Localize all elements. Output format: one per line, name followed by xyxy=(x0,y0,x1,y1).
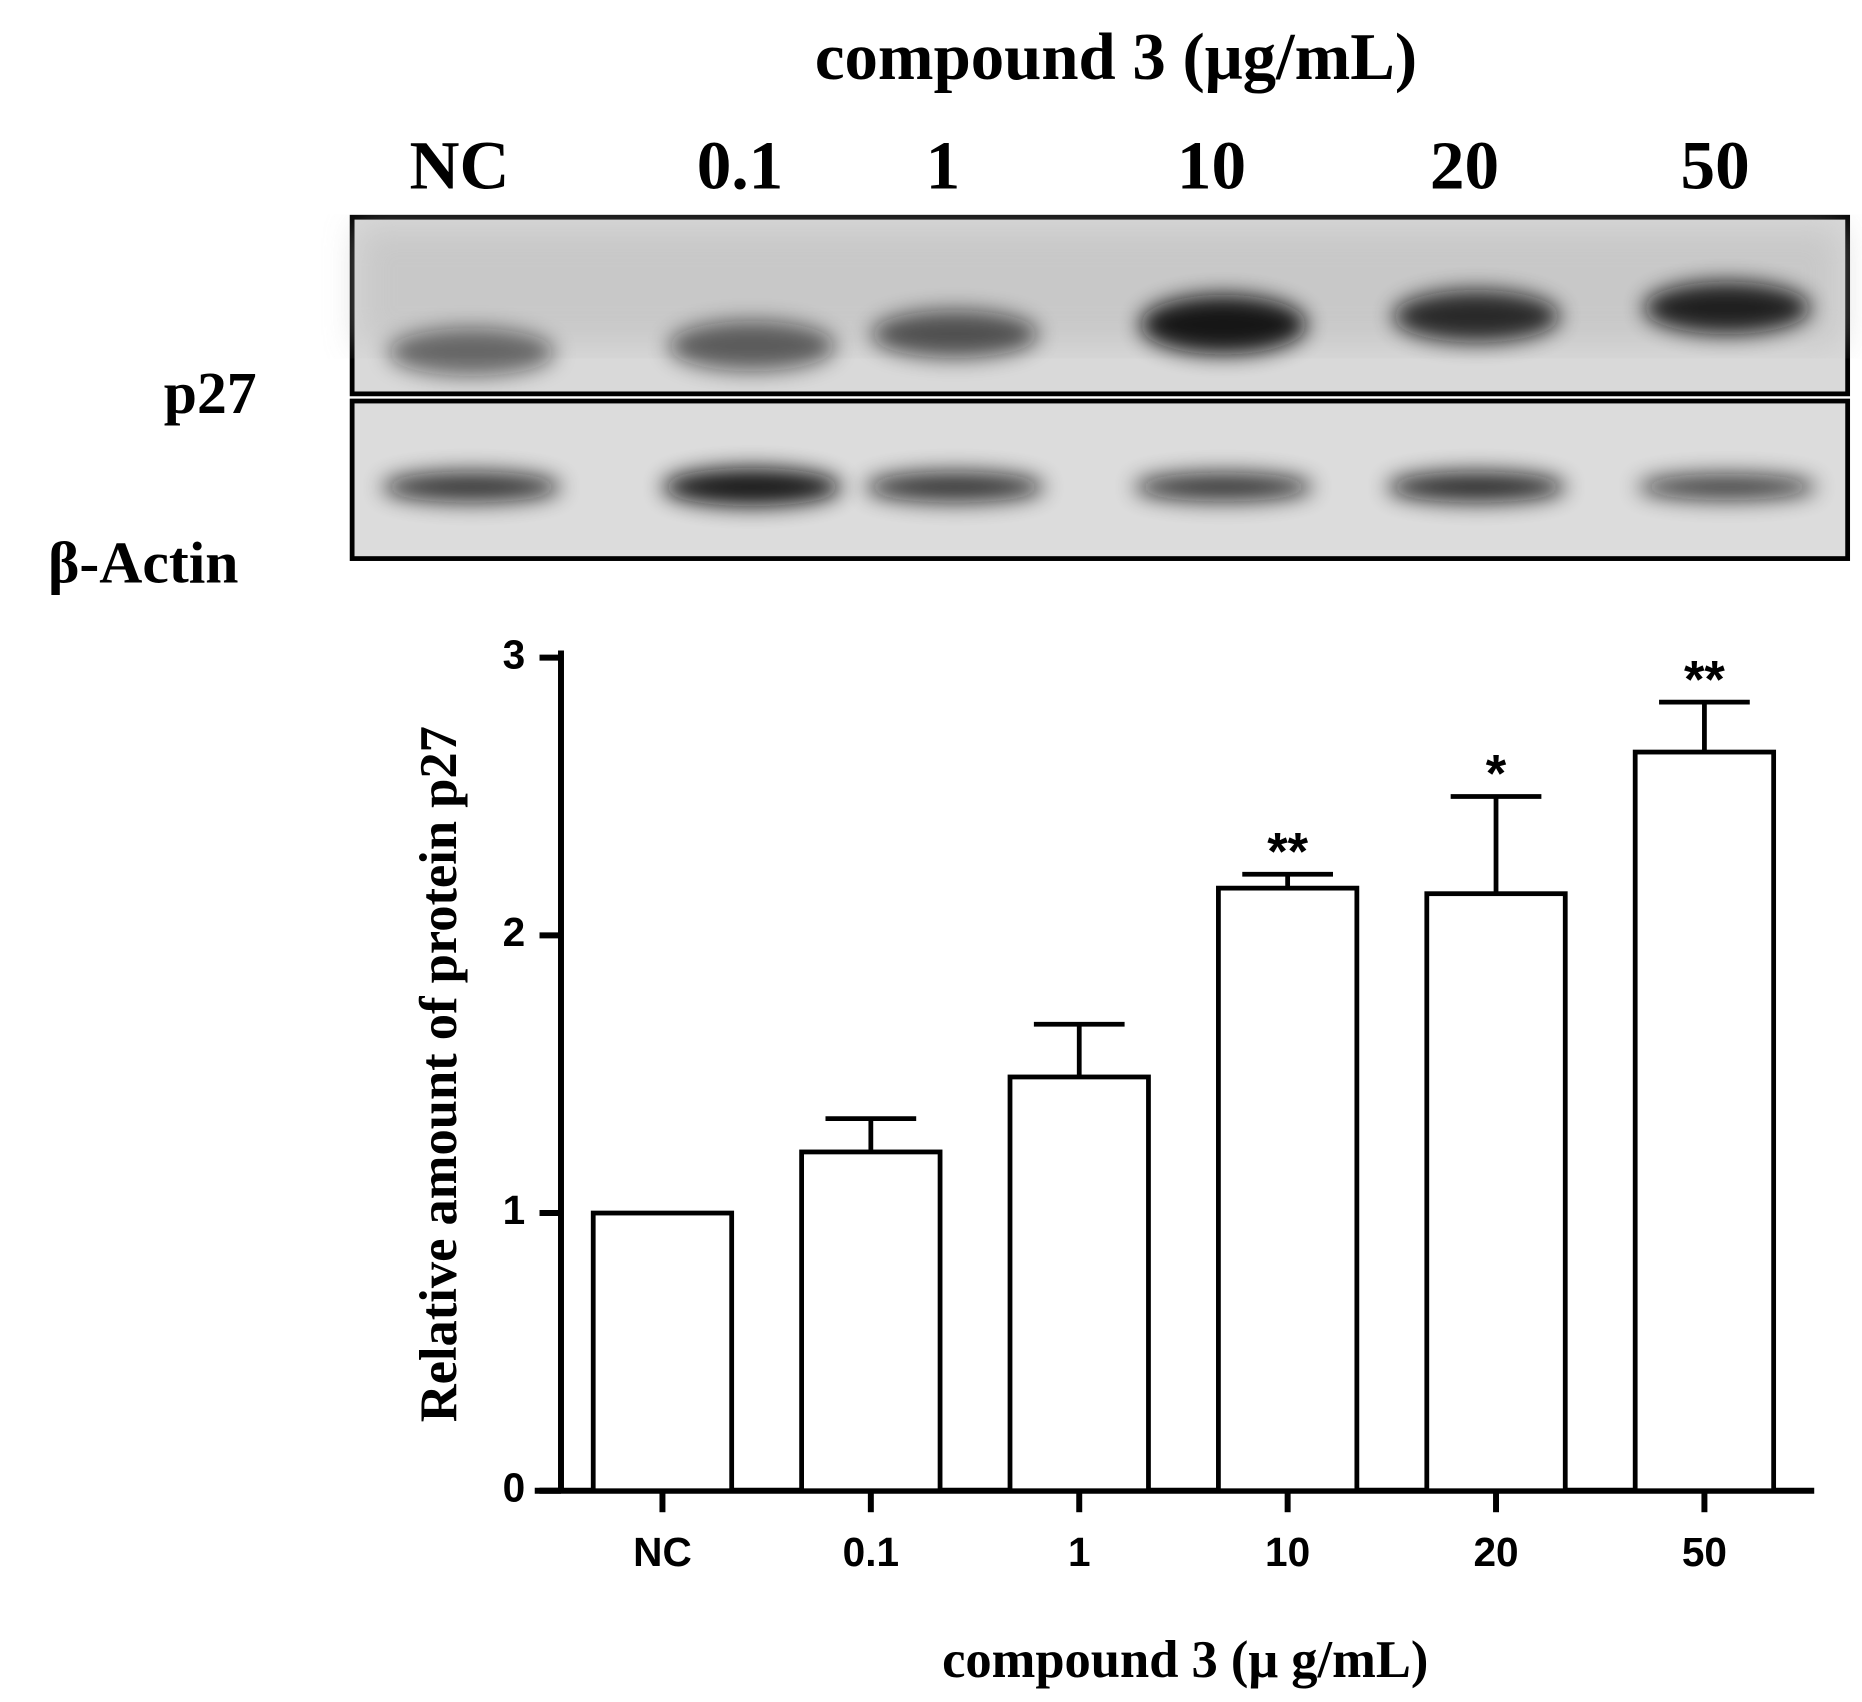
blot-panel-actin xyxy=(349,398,1851,561)
error-bar xyxy=(825,1116,917,1152)
error-bar xyxy=(1242,871,1333,889)
blot-background xyxy=(358,226,1842,347)
lane-label: 0.1 xyxy=(697,127,784,204)
lane-label: 1 xyxy=(926,127,961,204)
bar xyxy=(1424,891,1568,1494)
significance-label: ** xyxy=(1684,650,1725,709)
bar xyxy=(1007,1074,1151,1494)
lane-label: 20 xyxy=(1430,127,1499,204)
band xyxy=(871,310,1039,359)
bar xyxy=(799,1149,943,1494)
bar xyxy=(590,1210,735,1494)
significance-label: * xyxy=(1486,745,1507,804)
band xyxy=(865,471,1045,503)
y-tick-label: 2 xyxy=(503,909,526,955)
row-label: β-Actin xyxy=(48,529,238,595)
row-label: p27 xyxy=(164,360,257,426)
y-tick-label: 1 xyxy=(503,1187,526,1233)
lane-label: NC xyxy=(410,127,510,204)
x-axis-title: compound 3 (μ g/mL) xyxy=(942,1631,1428,1689)
western-blot xyxy=(349,214,1851,561)
band xyxy=(387,328,556,376)
band xyxy=(1133,472,1313,502)
band xyxy=(662,467,842,507)
band xyxy=(668,321,836,372)
x-tick-label: NC xyxy=(633,1529,692,1575)
x-tick-label: 50 xyxy=(1682,1529,1727,1575)
x-tick-label: 20 xyxy=(1473,1529,1518,1575)
bar xyxy=(1632,749,1777,1494)
significance-label: ** xyxy=(1267,822,1308,881)
y-axis-title: Relative amount of protein p27 xyxy=(410,726,468,1422)
y-tick-label: 0 xyxy=(503,1464,526,1510)
bar xyxy=(1216,885,1360,1494)
lane-label: 10 xyxy=(1177,127,1246,204)
x-tick-label: 10 xyxy=(1265,1529,1310,1575)
band xyxy=(1637,473,1817,501)
band xyxy=(1139,294,1307,355)
error-bar xyxy=(1033,1021,1125,1077)
lane-label: 50 xyxy=(1681,127,1750,204)
x-tick-label: 1 xyxy=(1068,1529,1091,1575)
y-tick-label: 3 xyxy=(503,631,526,677)
band xyxy=(1643,281,1811,335)
band xyxy=(381,471,561,503)
error-bar xyxy=(1450,794,1542,894)
blot-title: compound 3 (μg/mL) xyxy=(815,20,1417,94)
band xyxy=(1392,290,1560,343)
band xyxy=(1386,471,1566,503)
x-tick-label: 0.1 xyxy=(843,1529,899,1575)
error-bar xyxy=(1659,699,1750,753)
